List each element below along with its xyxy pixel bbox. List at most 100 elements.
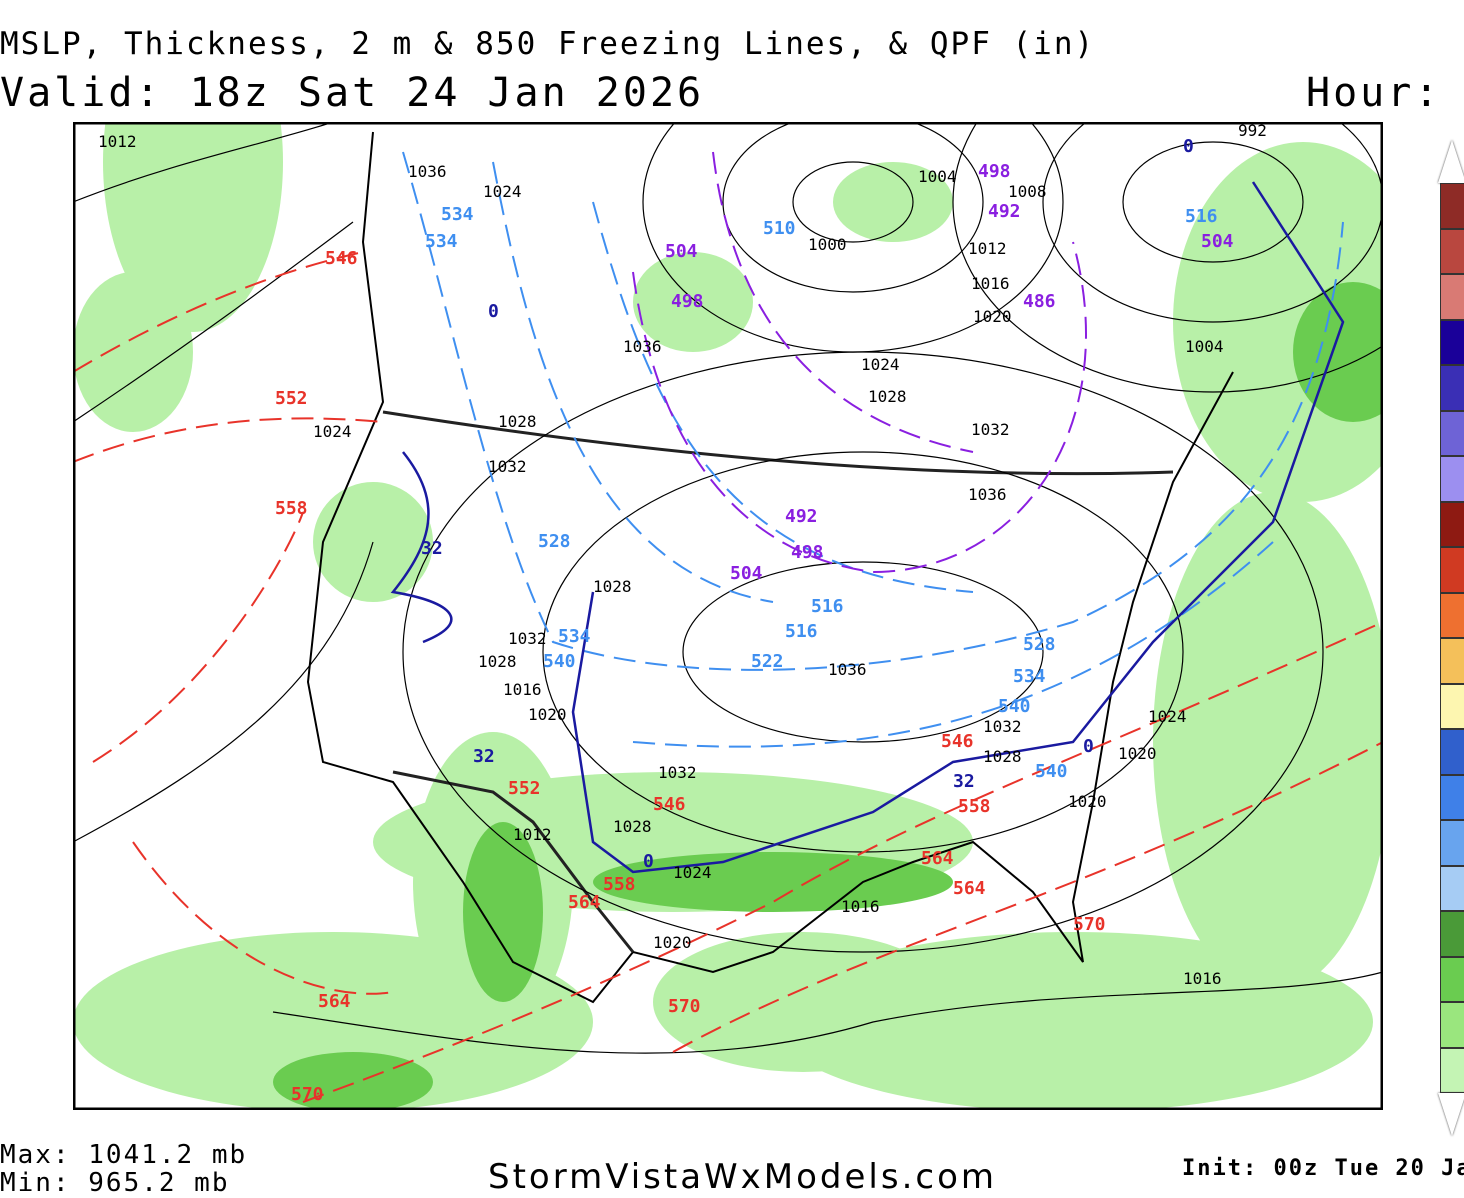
isobars-label: 1032 [971,420,1010,439]
qpf-area [73,272,193,432]
freezing-label: 0 [1183,136,1194,157]
legend-swatch [1440,729,1464,775]
thickness-line-very-cold [632,241,1088,574]
isobars-label: 1024 [673,863,712,882]
legend-swatch [1440,683,1464,729]
thickness-very-cold-label: 498 [791,542,824,563]
legend-swatch [1440,228,1464,274]
us-canada-border [382,410,1174,476]
legend-bottom-arrow [1438,1093,1464,1136]
isobars-label: 1012 [513,825,552,844]
isobars-label: 1020 [653,933,692,952]
freezing-label: 32 [953,771,975,792]
isobar [1042,122,1383,323]
thickness-warm-label: 564 [318,991,351,1012]
thickness-line-cold [632,541,1274,748]
isobars-label: 1016 [1183,969,1222,988]
hour-label: Hour: [1306,70,1442,116]
thickness-warm-label: 552 [508,778,541,799]
thickness-cold-label: 534 [1013,666,1046,687]
qpf-heavy-area [463,822,543,1002]
thickness-very-cold-label: 492 [785,506,818,527]
isobar [73,122,334,203]
legend-swatch [1440,501,1464,547]
freezing-line [390,451,453,644]
thickness-warm-label: 564 [921,848,954,869]
isobars-label: 1020 [1118,744,1157,763]
isobar [952,122,1383,393]
thickness-cold-label: 516 [785,621,818,642]
thickness-cold-label: 534 [441,204,474,225]
isobars-label: 1028 [613,817,652,836]
isobar [682,561,1044,743]
valid-time: Valid: 18z Sat 24 Jan 2026 [0,70,705,116]
legend-swatch [1440,274,1464,320]
isobars-label: 1036 [968,485,1007,504]
isobar [1122,141,1304,263]
isobars-label: 1036 [408,162,447,181]
isobar [73,221,354,423]
isobar [722,122,984,293]
isobars-label: 1016 [971,274,1010,293]
isobars-label: 1028 [868,387,907,406]
isobars-label: 1024 [861,355,900,374]
isobars-label: 1012 [968,239,1007,258]
map-title: MSLP, Thickness, 2 m & 850 Freezing Line… [0,26,1096,62]
isobars-label: 1004 [1185,337,1224,356]
thickness-line-warm [132,841,394,995]
isobars-label: 1028 [983,747,1022,766]
legend-swatch [1440,1047,1464,1093]
legend-swatch [1440,592,1464,638]
isobars-label: 1024 [1148,707,1187,726]
isobars-label: 1032 [488,457,527,476]
thickness-warm-label: 558 [603,874,636,895]
thickness-warm-label: 570 [291,1084,324,1105]
map-frame [73,122,1383,1110]
thickness-cold-label: 528 [1023,634,1056,655]
thickness-warm-label: 570 [1073,914,1106,935]
isobars-label: 1008 [1008,182,1047,201]
max-pressure: Max: 1041.2 mb [0,1140,248,1170]
thickness-line-warm [672,741,1383,1053]
thickness-cold-label: 522 [751,651,784,672]
legend-top-arrow [1438,140,1464,183]
isobars-label: 1032 [658,763,697,782]
isobars-label: 1028 [593,577,632,596]
thickness-line-warm [73,251,364,373]
isobars-label: 1016 [841,897,880,916]
legend-swatch [1440,1002,1464,1048]
legend-swatch [1440,183,1464,229]
thickness-warm-label: 564 [953,878,986,899]
thickness-warm-label: 546 [653,794,686,815]
thickness-cold-label: 540 [543,651,576,672]
thickness-very-cold-label: 486 [1023,291,1056,312]
isobars-label: 1036 [623,337,662,356]
thickness-very-cold-label: 492 [988,201,1021,222]
isobars-label: 1016 [503,680,542,699]
thickness-line-cold [402,151,1344,671]
isobars-label: 1000 [808,235,847,254]
thickness-line-cold [492,161,774,603]
thickness-cold-label: 540 [998,696,1031,717]
thickness-very-cold-label: 498 [978,161,1011,182]
thickness-warm-label: 546 [941,731,974,752]
legend-swatch [1440,820,1464,866]
legend-swatch [1440,410,1464,456]
init-time: Init: 00z Tue 20 Ja [1182,1156,1464,1181]
qpf-heavy-area [1293,282,1383,422]
freezing-label: 32 [421,538,443,559]
freezing-label: 32 [473,746,495,767]
legend-swatch [1440,547,1464,593]
thickness-cold-label: 534 [558,626,591,647]
freezing-label: 0 [643,851,654,872]
isobar [73,541,374,843]
isobars-label: 1024 [313,422,352,441]
legend-swatch [1440,911,1464,957]
thickness-line-warm [302,621,1383,1103]
thickness-line-very-cold [712,151,974,453]
site-watermark: StormVistaWxModels.com [488,1157,998,1197]
qpf-color-legend [1440,183,1464,1093]
thickness-warm-label: 558 [275,498,308,519]
isobars-label: 1020 [528,705,567,724]
thickness-very-cold-label: 504 [665,241,698,262]
